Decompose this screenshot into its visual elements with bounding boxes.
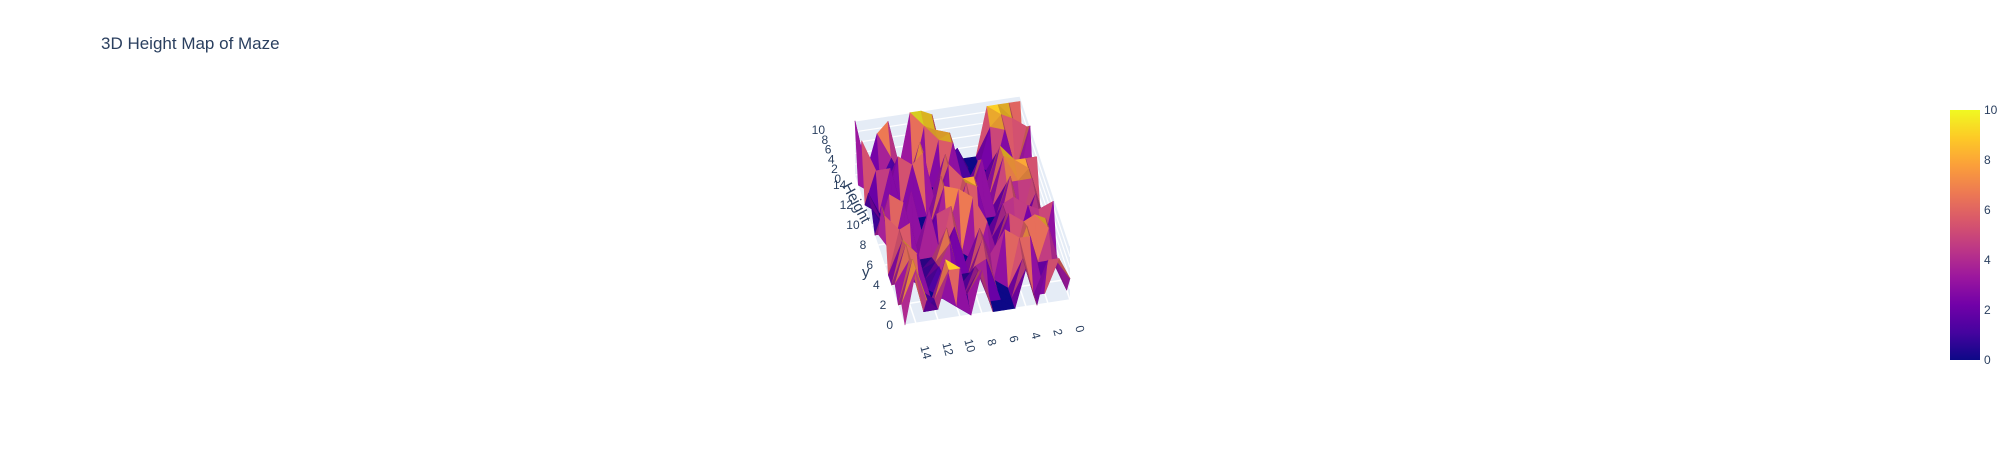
x-tick-label: 10 [961,337,978,354]
grid-line [1019,95,1071,247]
surface-facet [945,259,961,271]
surface-facet [967,269,983,316]
y-tick-label: 8 [860,238,867,252]
colorbar: 0 2 4 6 8 10 [1950,103,1998,367]
surface-facet [1000,299,1016,311]
surface-facet [978,269,994,313]
colorbar-tick-label: 6 [1984,203,1991,217]
z-tick-label: 0 [834,172,841,186]
colorbar-tick-label: 8 [1984,153,1991,167]
x-tick-label: 14 [917,344,934,361]
x-tick-label: 4 [1028,331,1043,341]
y-tick-label: 6 [866,258,873,272]
surface-facet [901,268,917,326]
surface-facet [912,258,928,301]
surface-facet [956,267,972,316]
y-tick-label: 2 [880,298,887,312]
surface-facet [923,299,939,313]
chart-title: 3D Height Map of Maze [101,34,280,53]
surface-facet [1022,258,1038,306]
z-tick-label: 4 [828,152,835,166]
x-tick-label: 6 [1006,334,1021,344]
colorbar-gradient [1950,110,1980,360]
z-tick-label: 8 [822,133,829,147]
surface-mesh [854,101,1071,326]
surface-facet [934,269,950,310]
colorbar-tick-label: 0 [1984,353,1991,367]
x-tick-label: 0 [1072,324,1087,334]
z-tick-label: 2 [831,162,838,176]
y-axis-title: y [862,264,870,281]
grid-line [854,95,1021,122]
side-pane [1020,96,1070,300]
z-tick-label: 6 [825,143,832,157]
surface-facet [1011,268,1027,309]
z-tick-label: 10 [812,123,826,137]
y-tick-label: 4 [873,278,880,292]
y-tick-label: 10 [846,218,860,232]
colorbar-tick-label: 4 [1984,253,1991,267]
y-tick-label: 0 [886,318,893,332]
grid-line [904,299,1071,326]
colorbar-tick-label: 2 [1984,303,1991,317]
y-tick-label: 12 [840,198,854,212]
surface-facet [1044,258,1060,294]
x-tick-label: 8 [984,337,999,347]
colorbar-tick-label: 10 [1984,103,1998,117]
y-tick-label: 14 [833,178,847,192]
x-tick-label: 2 [1050,327,1065,337]
x-tick-label: 12 [939,341,956,358]
